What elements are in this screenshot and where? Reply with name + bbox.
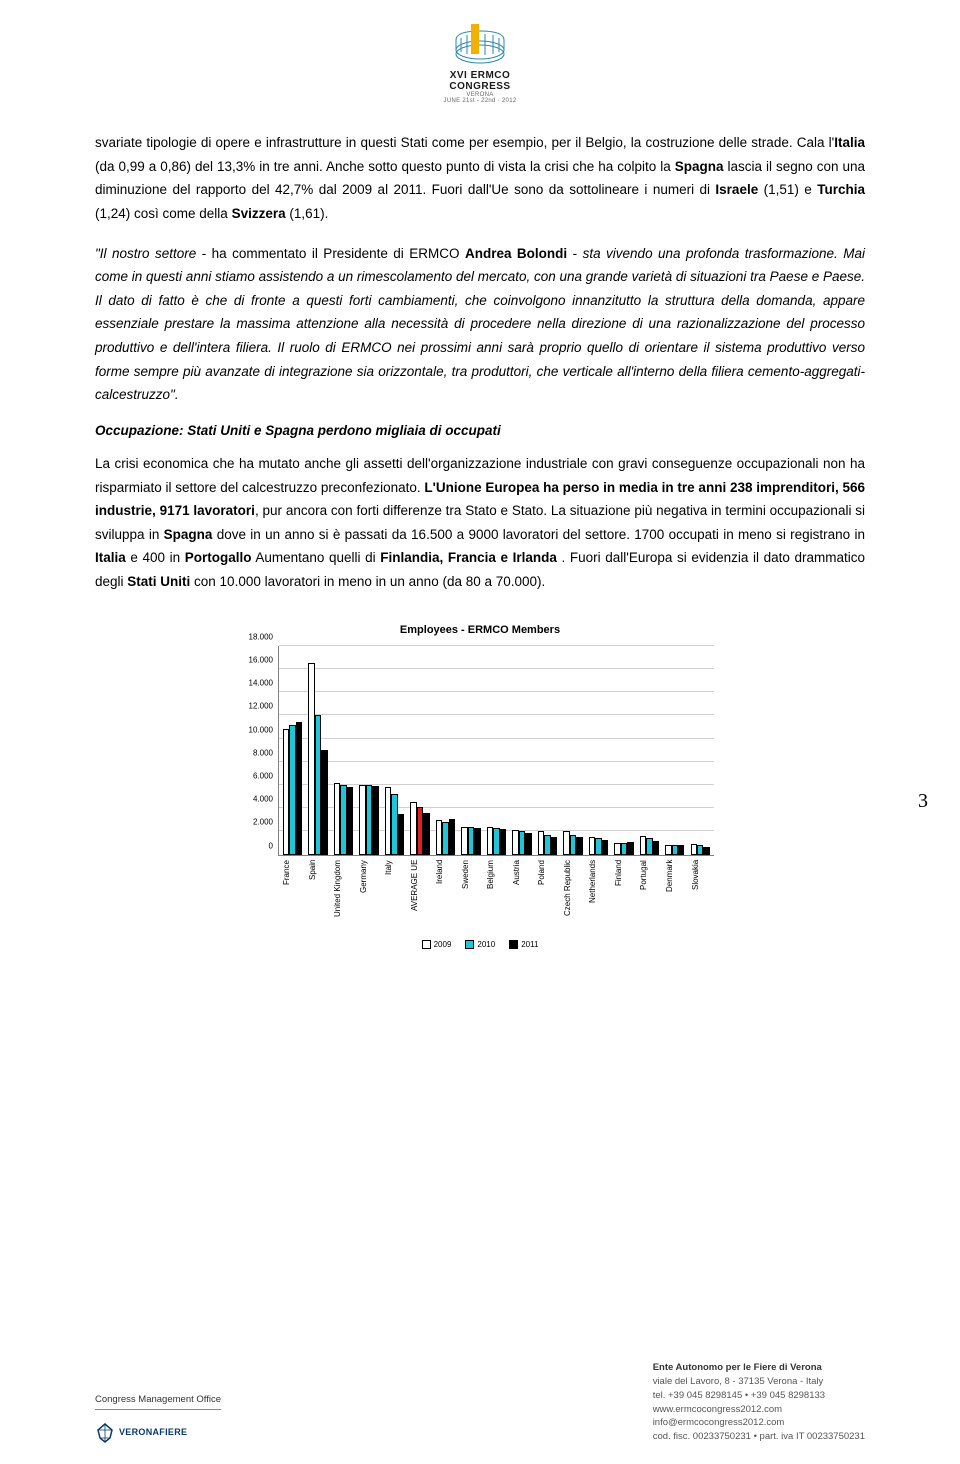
chart-ytick: 16.000 bbox=[239, 655, 273, 664]
chart-title: Employees - ERMCO Members bbox=[240, 624, 720, 636]
footer-office-title: Congress Management Office bbox=[95, 1393, 221, 1410]
chart-bar bbox=[398, 814, 404, 855]
chart-x-labels: France SpainUnited Kingdom GermanyItaly AVE… bbox=[278, 860, 714, 930]
header-logo: XVI ERMCO CONGRESS VERONA JUNE 21st - 22… bbox=[95, 20, 865, 107]
chart-bar bbox=[423, 813, 429, 855]
chart-ytick: 10.000 bbox=[239, 725, 273, 734]
chart-xlabel: Germany bbox=[359, 860, 379, 930]
chart-bar-group bbox=[614, 646, 633, 855]
chart-ytick: 14.000 bbox=[239, 679, 273, 688]
chart-xlabel: Finland bbox=[614, 860, 634, 930]
chart-bar-group bbox=[385, 646, 404, 855]
paragraph-1: svariate tipologie di opere e infrastrut… bbox=[95, 131, 865, 226]
chart-bar bbox=[449, 819, 455, 855]
chart-bar bbox=[347, 787, 353, 854]
chart-ytick: 12.000 bbox=[239, 702, 273, 711]
veronafiere-icon bbox=[95, 1422, 115, 1444]
chart-xlabel: Italy bbox=[384, 860, 404, 930]
chart-legend-item: 2011 bbox=[509, 940, 538, 949]
chart-bar bbox=[576, 837, 582, 854]
legend-swatch bbox=[509, 940, 518, 949]
footer-tel: tel. +39 045 8298145 • +39 045 8298133 bbox=[653, 1389, 865, 1403]
chart-bar-group bbox=[461, 646, 480, 855]
chart-xlabel: AVERAGE UE bbox=[410, 860, 430, 930]
chart-bar-group bbox=[436, 646, 455, 855]
chart-bar bbox=[602, 840, 608, 855]
chart-bar-group bbox=[665, 646, 684, 855]
chart-bar-group bbox=[512, 646, 531, 855]
chart-bar bbox=[474, 828, 480, 855]
chart-bar bbox=[321, 750, 327, 855]
page-number: 3 bbox=[918, 790, 928, 813]
legend-label: 2010 bbox=[477, 940, 495, 949]
footer-entity-name: Ente Autonomo per le Fiere di Verona bbox=[653, 1361, 865, 1375]
section-heading-occupazione: Occupazione: Stati Uniti e Spagna perdon… bbox=[95, 423, 865, 438]
chart-bar-group bbox=[691, 646, 710, 855]
chart-xlabel: Czech Republic bbox=[563, 860, 583, 930]
veronafiere-text: VERONAFIERE bbox=[119, 1426, 187, 1440]
employees-chart: Employees - ERMCO Members 02.0004.0006.0… bbox=[240, 624, 720, 949]
chart-bar-group bbox=[410, 646, 429, 855]
chart-bar bbox=[627, 842, 633, 855]
chart-xlabel: Spain bbox=[308, 860, 328, 930]
chart-xlabel: Denmark bbox=[665, 860, 685, 930]
chart-bar bbox=[551, 837, 557, 854]
page-footer: Congress Management Office VERONAFIERE E… bbox=[95, 1361, 865, 1444]
chart-xlabel: Austria bbox=[512, 860, 532, 930]
legend-swatch bbox=[422, 940, 431, 949]
chart-bar-group bbox=[589, 646, 608, 855]
veronafiere-logo: VERONAFIERE bbox=[95, 1422, 221, 1444]
chart-bar-group bbox=[334, 646, 353, 855]
chart-xlabel: France bbox=[282, 860, 302, 930]
legend-label: 2009 bbox=[434, 940, 452, 949]
chart-ytick: 8.000 bbox=[239, 748, 273, 757]
footer-right: Ente Autonomo per le Fiere di Verona via… bbox=[653, 1361, 865, 1444]
chart-xlabel: Ireland bbox=[435, 860, 455, 930]
chart-xlabel: Portugal bbox=[639, 860, 659, 930]
chart-legend-item: 2009 bbox=[422, 940, 452, 949]
chart-ytick: 4.000 bbox=[239, 795, 273, 804]
chart-bar-group bbox=[283, 646, 302, 855]
chart-bar bbox=[703, 847, 709, 855]
chart-xlabel: United Kingdom bbox=[333, 860, 353, 930]
chart-xlabel: Belgium bbox=[486, 860, 506, 930]
legend-swatch bbox=[465, 940, 474, 949]
chart-ytick: 18.000 bbox=[239, 632, 273, 641]
logo-title-1: XVI ERMCO CONGRESS bbox=[444, 70, 517, 92]
chart-xlabel: Netherlands bbox=[588, 860, 608, 930]
chart-bar-group bbox=[487, 646, 506, 855]
chart-xlabel: Slovakia bbox=[691, 860, 711, 930]
chart-legend-item: 2010 bbox=[465, 940, 495, 949]
colosseum-icon bbox=[451, 20, 509, 66]
chart-xlabel: Poland bbox=[537, 860, 557, 930]
footer-fisc: cod. fisc. 00233750231 • part. iva IT 00… bbox=[653, 1430, 865, 1444]
footer-address: viale del Lavoro, 8 - 37135 Verona - Ita… bbox=[653, 1375, 865, 1389]
chart-ytick: 2.000 bbox=[239, 818, 273, 827]
chart-bar bbox=[525, 833, 531, 855]
paragraph-3: La crisi economica che ha mutato anche g… bbox=[95, 452, 865, 594]
chart-ytick: 6.000 bbox=[239, 771, 273, 780]
chart-bar bbox=[296, 722, 302, 854]
chart-bar bbox=[500, 829, 506, 855]
chart-bar-group bbox=[640, 646, 659, 855]
footer-web: www.ermcocongress2012.com bbox=[653, 1403, 865, 1417]
chart-bar bbox=[653, 841, 659, 855]
chart-bar bbox=[678, 845, 684, 854]
chart-xlabel: Sweden bbox=[461, 860, 481, 930]
footer-left: Congress Management Office VERONAFIERE bbox=[95, 1393, 221, 1444]
chart-bars bbox=[279, 646, 714, 855]
legend-label: 2011 bbox=[521, 940, 538, 949]
chart-bar-group bbox=[563, 646, 582, 855]
chart-legend: 2009 2010 2011 bbox=[240, 940, 720, 949]
logo-subtitle: VERONA JUNE 21st - 22nd · 2012 bbox=[444, 92, 517, 104]
paragraph-2-quote: "Il nostro settore - ha commentato il Pr… bbox=[95, 242, 865, 407]
chart-ytick: 0 bbox=[239, 841, 273, 850]
chart-bar-group bbox=[308, 646, 327, 855]
chart-bar-group bbox=[359, 646, 378, 855]
chart-bar bbox=[372, 786, 378, 855]
footer-email: info@ermcocongress2012.com bbox=[653, 1416, 865, 1430]
chart-plot-area: 02.0004.0006.0008.00010.00012.00014.0001… bbox=[278, 646, 714, 856]
chart-bar-group bbox=[538, 646, 557, 855]
ermco-logo: XVI ERMCO CONGRESS VERONA JUNE 21st - 22… bbox=[444, 20, 517, 104]
